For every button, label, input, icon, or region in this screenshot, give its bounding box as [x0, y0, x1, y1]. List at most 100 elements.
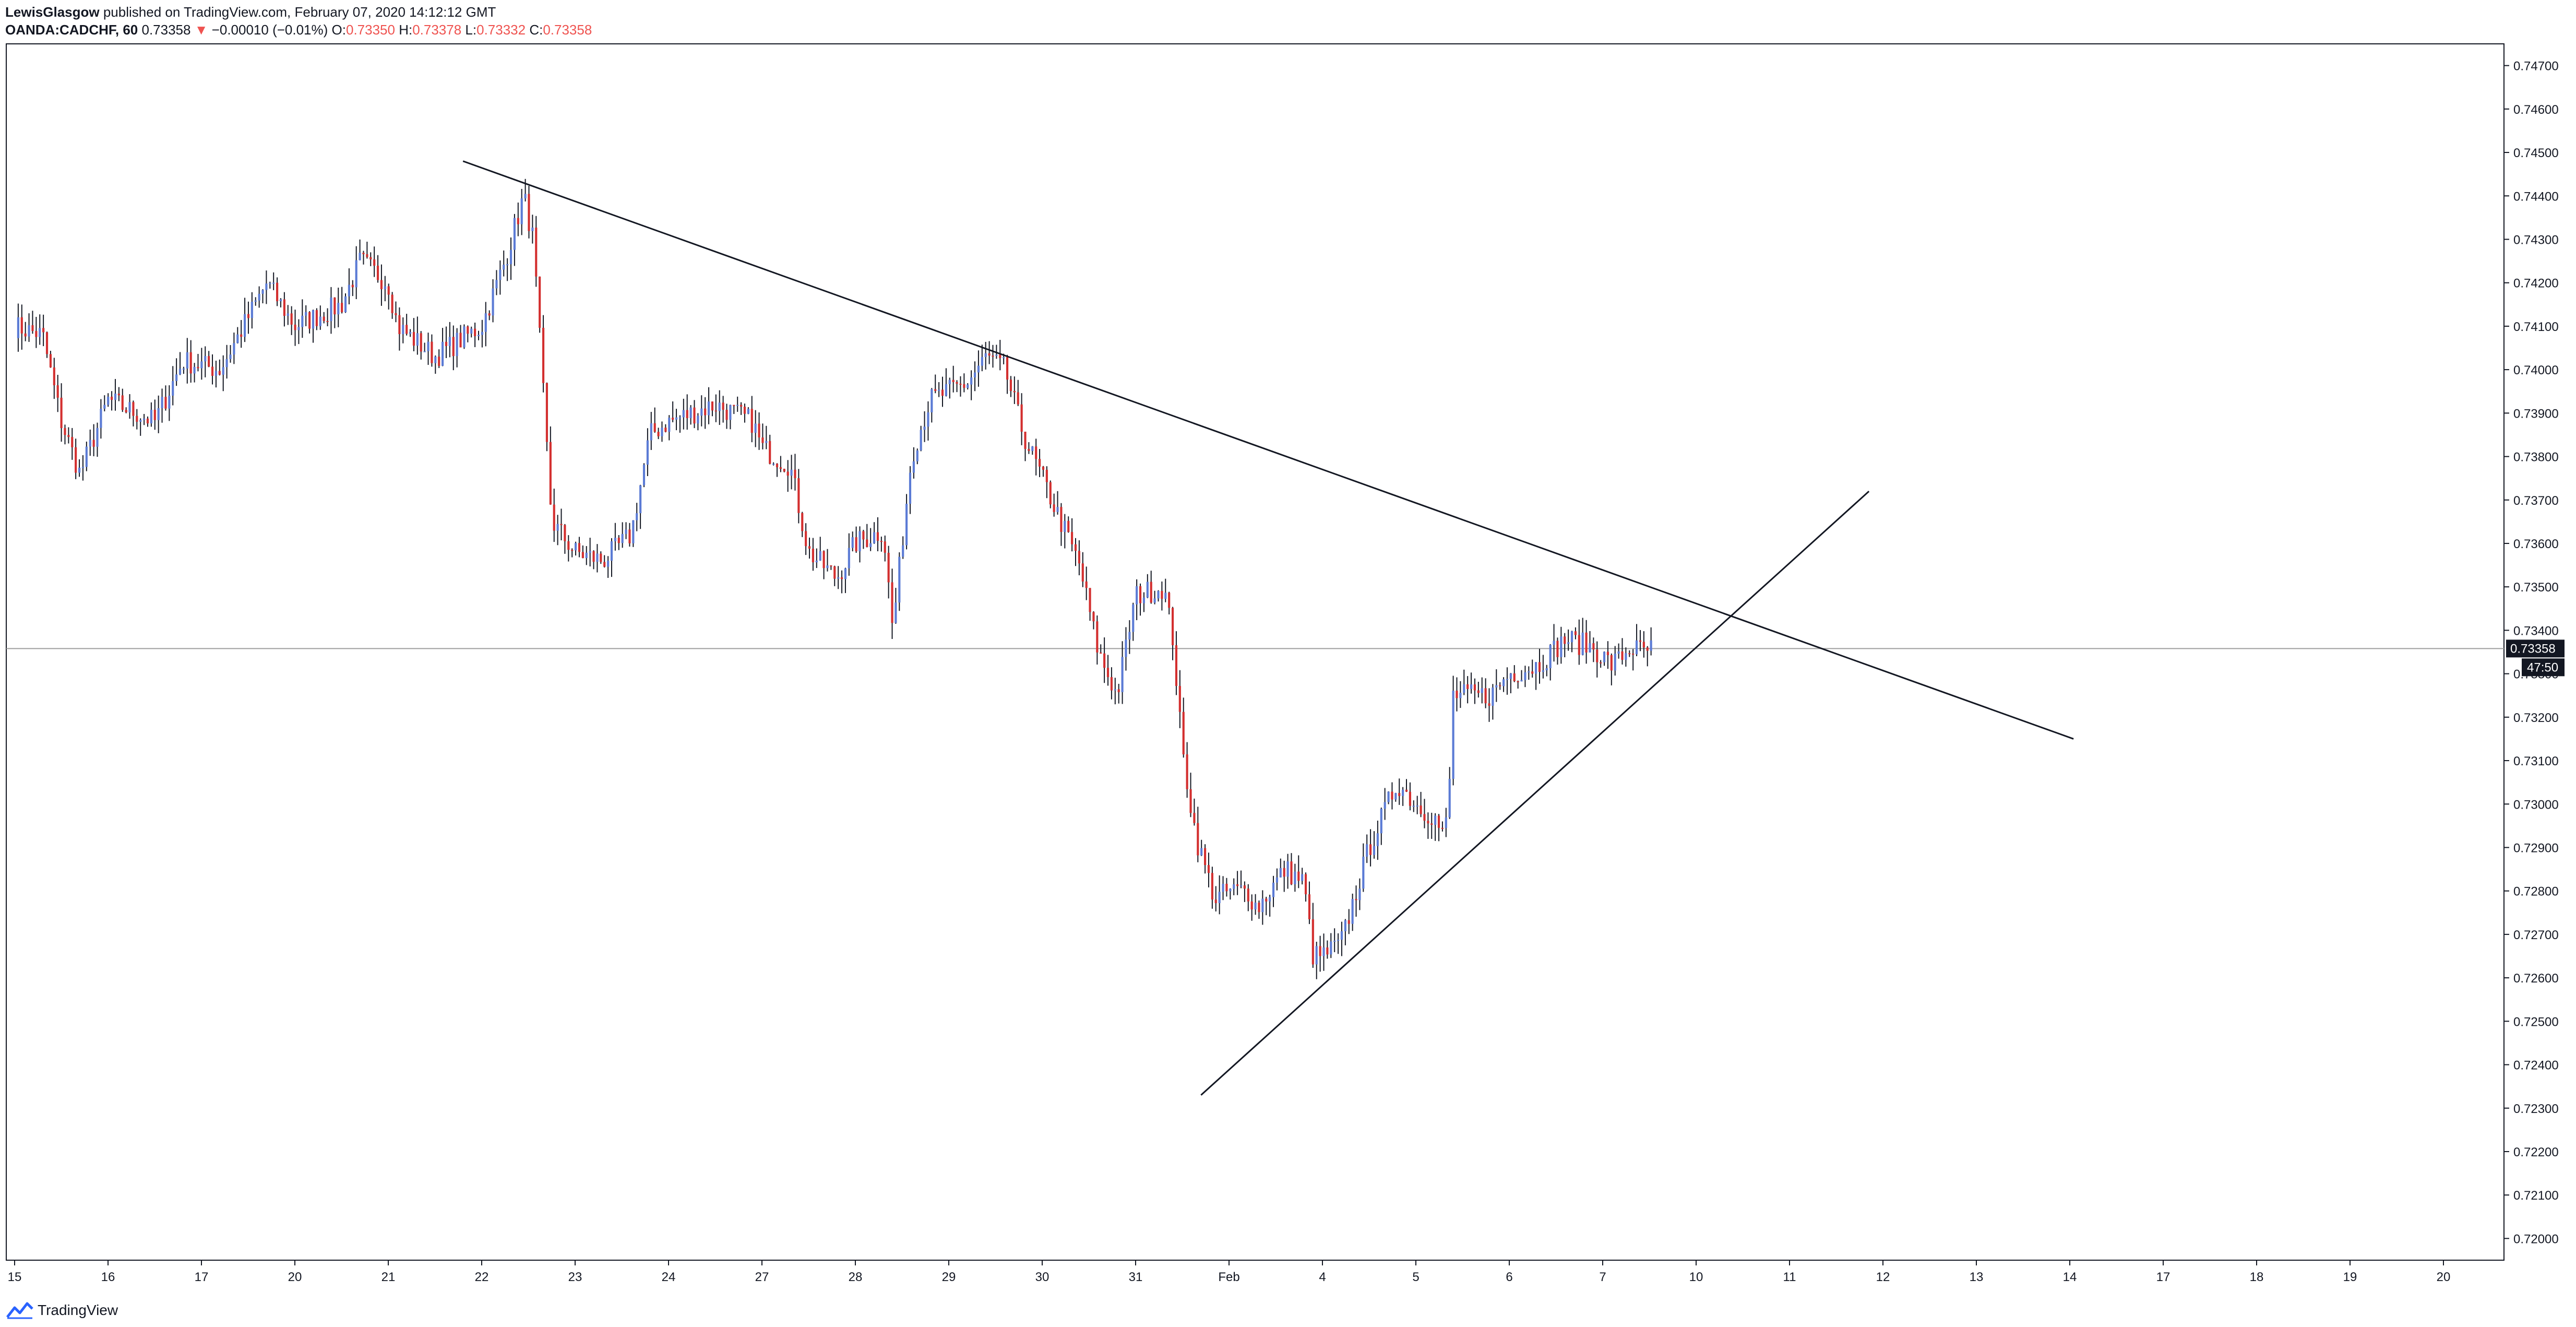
candle-body	[934, 389, 937, 391]
candle-body	[545, 383, 548, 442]
candle-body	[740, 405, 743, 407]
candle-body	[287, 313, 289, 316]
candle-body	[1128, 632, 1131, 640]
candle-body	[56, 385, 59, 398]
candle-body	[995, 354, 998, 356]
candle-body	[434, 357, 437, 363]
author-name[interactable]: LewisGlasgow	[5, 4, 100, 20]
candle-body	[376, 265, 379, 280]
candle-body	[862, 531, 865, 540]
candle-body	[1553, 641, 1555, 645]
candle-body	[1114, 689, 1116, 691]
candle-body	[211, 366, 214, 376]
candle-body	[359, 253, 361, 260]
candle-body	[1136, 586, 1138, 605]
candle-body	[916, 450, 919, 461]
y-tick-label: 0.73700	[2513, 494, 2559, 508]
candle-body	[92, 440, 95, 447]
candle-body	[20, 317, 23, 334]
y-tick-label: 0.74600	[2513, 103, 2559, 117]
candle-body	[431, 341, 433, 363]
candle-body	[1042, 466, 1045, 470]
candle-body	[880, 541, 882, 542]
candle-body	[125, 410, 127, 412]
x-tick-label: 22	[475, 1270, 489, 1284]
candle-body	[1100, 652, 1102, 654]
candle-body	[89, 440, 91, 447]
candle-body	[308, 312, 311, 329]
y-tick-label: 0.74100	[2513, 320, 2559, 334]
candle-body	[1233, 884, 1235, 889]
y-tick-label: 0.74200	[2513, 277, 2559, 291]
time-axis[interactable]: 15 16 17 20 21 22 23 24 27 28 29 30 31 Feb 4 5 6 7 10 11 12 1…	[8, 1260, 2451, 1284]
candle-body	[1337, 940, 1340, 941]
candle-body	[1146, 582, 1149, 598]
x-tick-label: Feb	[1218, 1270, 1239, 1284]
footer-brand[interactable]: TradingView	[38, 1302, 118, 1318]
high-value: 0.73378	[412, 22, 462, 38]
candle-body	[931, 389, 933, 412]
candle-body	[373, 259, 376, 266]
candle-body	[240, 334, 243, 337]
candle-body	[765, 441, 768, 443]
price-axis[interactable]: 0.74700 0.74600 0.74500 0.74400 0.74300 0.742…	[2504, 60, 2559, 1247]
candle-body	[1347, 920, 1350, 924]
x-tick-label: 10	[1689, 1270, 1703, 1284]
candle-body	[1157, 591, 1160, 599]
candle-body	[927, 412, 929, 427]
candle-body	[970, 377, 973, 385]
candle-body	[794, 469, 796, 479]
trendlines[interactable]	[462, 160, 2074, 1096]
symbol-label[interactable]: OANDA:CADCHF, 60	[5, 22, 138, 38]
candle-body	[265, 283, 268, 290]
candle-body	[81, 467, 85, 468]
candle-body	[45, 332, 49, 354]
candle-body	[1581, 632, 1584, 655]
candle-body	[186, 352, 188, 369]
candle-body	[294, 324, 296, 330]
candle-body	[1028, 448, 1030, 451]
candle-body	[1423, 814, 1426, 821]
candle-body	[387, 286, 390, 295]
candle-body	[463, 326, 466, 348]
publisher-line: LewisGlasgow published on TradingView.co…	[5, 3, 592, 21]
candle-body	[111, 396, 113, 400]
candle-body	[1488, 703, 1490, 706]
candle-body	[1642, 642, 1645, 648]
candle-body	[772, 464, 775, 465]
tradingview-logo-icon[interactable]	[6, 1301, 33, 1319]
candle-body	[621, 534, 624, 543]
x-tick-label: 15	[8, 1270, 22, 1284]
candle-body	[617, 538, 620, 543]
x-tick-label: 16	[101, 1270, 115, 1284]
candle-body	[406, 325, 408, 334]
trendline-ascending-support[interactable]	[1200, 490, 1870, 1096]
candle-body	[873, 532, 876, 543]
candle-body	[981, 357, 983, 366]
candle-body	[197, 366, 199, 369]
candle-body	[1459, 693, 1462, 698]
candle-body	[456, 333, 458, 357]
y-tick-label: 0.74000	[2513, 363, 2559, 377]
candle-body	[513, 218, 516, 250]
candle-body	[1182, 712, 1185, 755]
candle-body	[959, 384, 962, 385]
candle-body	[567, 541, 570, 550]
candle-body	[107, 396, 110, 405]
candle-body	[1621, 651, 1624, 660]
candle-body	[822, 551, 825, 568]
trendline-descending-resistance[interactable]	[462, 160, 2074, 740]
candle-body	[1301, 874, 1304, 881]
y-tick-label: 0.72700	[2513, 928, 2559, 942]
y-tick-label: 0.74500	[2513, 146, 2559, 160]
candle-body	[341, 303, 343, 313]
candle-body	[1556, 641, 1559, 657]
candle-body	[1326, 947, 1329, 955]
candle-body	[1391, 791, 1393, 800]
candle-body	[1225, 883, 1228, 892]
candle-body	[1060, 507, 1063, 532]
candle-body	[1445, 817, 1447, 828]
candle-body	[1509, 673, 1512, 679]
candle-body	[1452, 691, 1454, 779]
